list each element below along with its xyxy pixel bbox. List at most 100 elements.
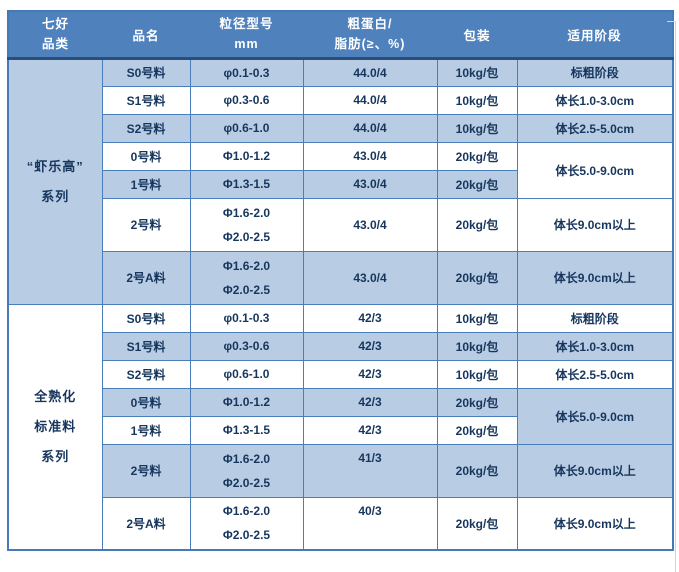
table-row: 2号A料 Φ1.6-2.0 Φ2.0-2.5 43.0/4 20kg/包 体长9.…	[8, 250, 674, 305]
header-size: 粒径型号 mm	[190, 11, 303, 60]
product-name-cell: S0号料	[101, 303, 191, 333]
package-cell: 20kg/包	[436, 250, 518, 305]
size-line: Φ1.6-2.0	[222, 451, 271, 466]
product-name-cell: S0号料	[101, 57, 191, 87]
product-name-cell: 1号料	[101, 415, 191, 445]
package-cell: 20kg/包	[436, 387, 518, 417]
header-size-line2: mm	[234, 37, 259, 52]
stage-cell: 体长2.5-5.0cm	[516, 113, 674, 143]
stage-cell: 体长9.0cm以上	[516, 496, 674, 551]
protein-fat-cell: 43.0/4	[302, 250, 438, 305]
protein-fat-cell: 44.0/4	[302, 113, 438, 143]
particle-size-cell: φ0.6-1.0	[189, 113, 304, 143]
stage-cell: 体长9.0cm以上	[516, 250, 674, 305]
category-line: “虾乐高”	[26, 158, 84, 174]
size-line: Φ1.3-1.5	[222, 423, 271, 437]
size-line: Φ1.6-2.0	[222, 258, 271, 273]
package-cell: 10kg/包	[436, 57, 518, 87]
category-line: 标准料	[34, 418, 77, 434]
product-name-cell: S1号料	[101, 85, 191, 115]
protein-fat-cell: 43.0/4	[302, 197, 438, 252]
stage-cell: 体长1.0-3.0cm	[516, 331, 674, 361]
product-name-cell: S2号料	[101, 113, 191, 143]
header-stage: 适用阶段	[517, 11, 673, 60]
table-row: S1号料 φ0.3-0.6 42/3 10kg/包 体长1.0-3.0cm	[8, 331, 674, 361]
protein-fat-cell: 42/3	[302, 331, 438, 361]
particle-size-cell: Φ1.6-2.0 Φ2.0-2.5	[189, 443, 304, 498]
product-name-cell: 0号料	[101, 387, 191, 417]
package-cell: 10kg/包	[436, 85, 518, 115]
table-row: 1号料 Φ1.3-1.5 43.0/4 20kg/包	[8, 169, 673, 199]
table-header-row: 七好 品类 品名 粒径型号 mm 粗蛋白/脂肪(≥、%) 包装 适用阶段	[8, 11, 673, 60]
protein-fat-cell: 42/3	[302, 415, 438, 445]
clipped-element-edge	[675, 21, 676, 572]
particle-size-cell: Φ1.6-2.0 Φ2.0-2.5	[189, 197, 304, 252]
protein-fat-cell: 42/3	[302, 303, 438, 333]
particle-size-cell: φ0.1-0.3	[189, 57, 304, 87]
package-cell: 20kg/包	[436, 197, 518, 252]
protein-fat-cell: 42/3	[302, 387, 438, 417]
table-row: 1号料 Φ1.3-1.5 42/3 20kg/包	[8, 415, 673, 445]
stage-cell: 体长1.0-3.0cm	[516, 85, 674, 115]
table-row: 2号料 Φ1.6-2.0 Φ2.0-2.5 43.0/4 20kg/包 体长9.0…	[8, 197, 674, 252]
particle-size-cell: Φ1.0-1.2	[189, 387, 304, 417]
size-line: Φ1.6-2.0	[222, 205, 271, 220]
size-line: φ0.1-0.3	[223, 65, 270, 80]
size-line: Φ1.0-1.2	[222, 395, 271, 409]
category-line: 全熟化	[34, 388, 77, 404]
protein-fat-cell: 43.0/4	[302, 169, 438, 199]
stage-cell: 标粗阶段	[516, 303, 674, 333]
product-name-cell: 2号料	[101, 443, 191, 498]
stage-cell-merged: 体长5.0-9.0cm	[516, 387, 674, 445]
header-protein-line1: 粗蛋白/	[347, 17, 393, 32]
size-line: Φ2.0-2.5	[222, 475, 271, 490]
stage-cell: 体长9.0cm以上	[516, 197, 674, 252]
particle-size-cell: φ0.6-1.0	[189, 359, 304, 389]
size-line: Φ2.0-2.5	[222, 528, 271, 543]
product-name-cell: 2号A料	[101, 496, 191, 551]
category-line: 系列	[41, 188, 70, 204]
table-row: 全熟化标准料系列 S0号料 φ0.1-0.3 42/3 10kg/包 标粗阶段	[7, 303, 674, 551]
particle-size-cell: Φ1.6-2.0 Φ2.0-2.5	[189, 250, 304, 305]
stage-cell: 体长9.0cm以上	[516, 443, 674, 498]
package-cell: 20kg/包	[436, 443, 518, 498]
page: 七好 品类 品名 粒径型号 mm 粗蛋白/脂肪(≥、%) 包装 适用阶段 “虾乐高”…	[0, 10, 679, 572]
size-line: Φ2.0-2.5	[222, 229, 271, 244]
table-row: S1号料 φ0.3-0.6 44.0/4 10kg/包 体长1.0-3.0cm	[8, 85, 674, 115]
product-name-cell: 0号料	[101, 141, 191, 171]
clipped-element-edge-tick	[667, 21, 676, 22]
table-row: 0号料 Φ1.0-1.2 42/3 20kg/包 体长5.0-9.0cm	[8, 387, 674, 445]
protein-fat-cell: 44.0/4	[302, 85, 438, 115]
particle-size-cell: Φ1.6-2.0 Φ2.0-2.5	[189, 496, 304, 551]
package-cell: 20kg/包	[436, 415, 518, 445]
particle-size-cell: Φ1.3-1.5	[189, 169, 304, 199]
protein-fat-cell: 40/3	[302, 496, 438, 551]
stage-cell-merged: 体长5.0-9.0cm	[516, 141, 674, 199]
size-line: φ0.1-0.3	[223, 311, 270, 325]
header-category-line2: 品类	[41, 37, 69, 52]
package-cell: 20kg/包	[436, 169, 518, 199]
header-category: 七好 品类	[8, 11, 102, 60]
header-name: 品名	[102, 11, 190, 60]
size-line: φ0.3-0.6	[223, 93, 270, 107]
stage-cell: 标粗阶段	[516, 57, 674, 87]
category-cell-group1: “虾乐高” 系列	[7, 57, 103, 305]
product-spec-table: 七好 品类 品名 粒径型号 mm 粗蛋白/脂肪(≥、%) 包装 适用阶段 “虾乐高”…	[7, 10, 674, 551]
package-cell: 10kg/包	[436, 303, 518, 333]
table-row: S2号料 φ0.6-1.0 44.0/4 10kg/包 体长2.5-5.0cm	[8, 113, 674, 143]
size-line: φ0.6-1.0	[223, 367, 270, 381]
product-name-cell: S2号料	[101, 359, 191, 389]
size-line: φ0.3-0.6	[223, 339, 270, 353]
table-row: 0号料 Φ1.0-1.2 43.0/4 20kg/包 体长5.0-9.0cm	[8, 141, 674, 199]
table-row: “虾乐高” 系列 S0号料 φ0.1-0.3 44.0/4 10kg/包 标粗阶段	[7, 57, 674, 305]
size-line: Φ1.0-1.2	[222, 149, 271, 163]
header-pack: 包装	[437, 11, 517, 60]
protein-fat-cell: 41/3	[302, 443, 438, 498]
particle-size-cell: Φ1.3-1.5	[189, 415, 304, 445]
package-cell: 10kg/包	[436, 331, 518, 361]
category-line: 系列	[41, 448, 70, 464]
size-line: φ0.6-1.0	[223, 121, 270, 135]
header-protein-line2: 脂肪(≥、%)	[334, 37, 406, 52]
protein-fat-cell: 42/3	[302, 359, 438, 389]
table-row: 2号A料 Φ1.6-2.0 Φ2.0-2.5 40/3 20kg/包 体长9.0c…	[8, 496, 674, 551]
